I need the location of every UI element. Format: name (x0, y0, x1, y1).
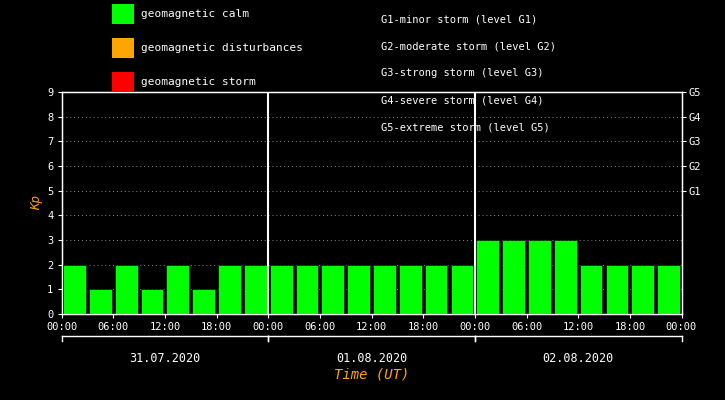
Bar (270, 265, 292, 314)
Bar (167, 265, 189, 314)
Bar (296, 265, 318, 314)
Bar (476, 240, 499, 314)
Text: Time (UT): Time (UT) (334, 368, 409, 382)
Text: geomagnetic storm: geomagnetic storm (141, 77, 256, 87)
Text: G5-extreme storm (level G5): G5-extreme storm (level G5) (381, 123, 550, 133)
Bar (244, 265, 267, 314)
Bar (554, 240, 576, 314)
Bar (502, 240, 525, 314)
Bar (373, 265, 396, 314)
Bar (631, 265, 654, 314)
Bar (218, 265, 241, 314)
Text: G1-minor storm (level G1): G1-minor storm (level G1) (381, 14, 537, 24)
Bar (451, 265, 473, 314)
Bar (528, 240, 551, 314)
Bar (321, 265, 344, 314)
Bar (658, 265, 680, 314)
Text: G4-severe storm (level G4): G4-severe storm (level G4) (381, 96, 543, 106)
Text: 01.08.2020: 01.08.2020 (336, 352, 407, 365)
Bar (63, 265, 86, 314)
Bar (89, 289, 112, 314)
Bar (580, 265, 602, 314)
Y-axis label: Kp: Kp (30, 196, 43, 210)
Bar (347, 265, 370, 314)
Text: geomagnetic disturbances: geomagnetic disturbances (141, 43, 303, 53)
Bar (141, 289, 163, 314)
Text: 31.07.2020: 31.07.2020 (129, 352, 201, 365)
Bar (425, 265, 447, 314)
Bar (192, 289, 215, 314)
Text: G3-strong storm (level G3): G3-strong storm (level G3) (381, 68, 543, 78)
Text: geomagnetic calm: geomagnetic calm (141, 9, 249, 19)
Bar (399, 265, 422, 314)
Bar (605, 265, 629, 314)
Bar (115, 265, 138, 314)
Text: 02.08.2020: 02.08.2020 (542, 352, 614, 365)
Text: G2-moderate storm (level G2): G2-moderate storm (level G2) (381, 41, 555, 51)
